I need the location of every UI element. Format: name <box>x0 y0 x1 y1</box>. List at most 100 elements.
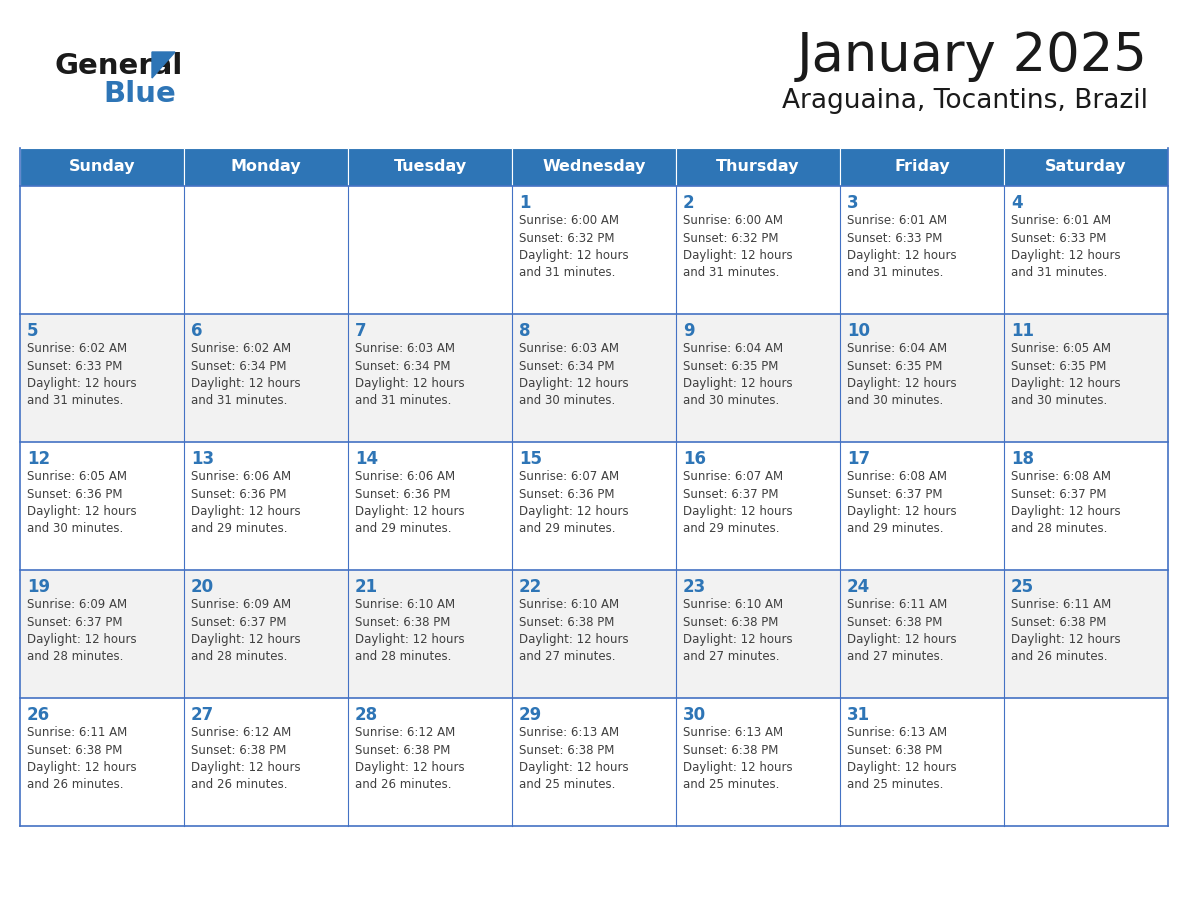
Text: 16: 16 <box>683 450 706 468</box>
Bar <box>184 570 348 698</box>
Bar <box>1004 186 1168 314</box>
Text: 29: 29 <box>519 706 542 724</box>
Text: 31: 31 <box>847 706 870 724</box>
Text: Sunrise: 6:10 AM
Sunset: 6:38 PM
Daylight: 12 hours
and 27 minutes.: Sunrise: 6:10 AM Sunset: 6:38 PM Dayligh… <box>519 598 628 664</box>
Text: 15: 15 <box>519 450 542 468</box>
Bar <box>840 148 1004 186</box>
Text: Sunday: Sunday <box>69 160 135 174</box>
Bar <box>512 570 676 698</box>
Bar <box>512 442 676 570</box>
Text: 3: 3 <box>847 194 859 212</box>
Text: Sunrise: 6:01 AM
Sunset: 6:33 PM
Daylight: 12 hours
and 31 minutes.: Sunrise: 6:01 AM Sunset: 6:33 PM Dayligh… <box>1011 214 1120 279</box>
Text: Sunrise: 6:08 AM
Sunset: 6:37 PM
Daylight: 12 hours
and 28 minutes.: Sunrise: 6:08 AM Sunset: 6:37 PM Dayligh… <box>1011 470 1120 535</box>
Bar <box>348 698 512 826</box>
Text: 6: 6 <box>191 322 202 340</box>
Bar <box>20 570 184 698</box>
Bar <box>348 314 512 442</box>
Text: Sunrise: 6:01 AM
Sunset: 6:33 PM
Daylight: 12 hours
and 31 minutes.: Sunrise: 6:01 AM Sunset: 6:33 PM Dayligh… <box>847 214 956 279</box>
Bar <box>676 148 840 186</box>
Bar <box>20 186 184 314</box>
Bar <box>676 186 840 314</box>
Bar <box>184 442 348 570</box>
Bar <box>348 186 512 314</box>
Text: 7: 7 <box>355 322 367 340</box>
Text: Sunrise: 6:05 AM
Sunset: 6:36 PM
Daylight: 12 hours
and 30 minutes.: Sunrise: 6:05 AM Sunset: 6:36 PM Dayligh… <box>27 470 137 535</box>
Text: 5: 5 <box>27 322 38 340</box>
Text: 8: 8 <box>519 322 531 340</box>
Bar <box>512 148 676 186</box>
Text: 28: 28 <box>355 706 378 724</box>
Bar <box>184 148 348 186</box>
Text: Sunrise: 6:13 AM
Sunset: 6:38 PM
Daylight: 12 hours
and 25 minutes.: Sunrise: 6:13 AM Sunset: 6:38 PM Dayligh… <box>847 726 956 791</box>
Text: Sunrise: 6:11 AM
Sunset: 6:38 PM
Daylight: 12 hours
and 26 minutes.: Sunrise: 6:11 AM Sunset: 6:38 PM Dayligh… <box>27 726 137 791</box>
Bar <box>1004 148 1168 186</box>
Text: 21: 21 <box>355 578 378 596</box>
Text: Sunrise: 6:07 AM
Sunset: 6:37 PM
Daylight: 12 hours
and 29 minutes.: Sunrise: 6:07 AM Sunset: 6:37 PM Dayligh… <box>683 470 792 535</box>
Bar <box>840 314 1004 442</box>
Text: Sunrise: 6:02 AM
Sunset: 6:33 PM
Daylight: 12 hours
and 31 minutes.: Sunrise: 6:02 AM Sunset: 6:33 PM Dayligh… <box>27 342 137 408</box>
Text: 30: 30 <box>683 706 706 724</box>
Text: 1: 1 <box>519 194 531 212</box>
Bar <box>840 570 1004 698</box>
Text: Sunrise: 6:03 AM
Sunset: 6:34 PM
Daylight: 12 hours
and 30 minutes.: Sunrise: 6:03 AM Sunset: 6:34 PM Dayligh… <box>519 342 628 408</box>
Text: 2: 2 <box>683 194 695 212</box>
Text: 18: 18 <box>1011 450 1034 468</box>
Text: Sunrise: 6:11 AM
Sunset: 6:38 PM
Daylight: 12 hours
and 26 minutes.: Sunrise: 6:11 AM Sunset: 6:38 PM Dayligh… <box>1011 598 1120 664</box>
Text: 14: 14 <box>355 450 378 468</box>
Bar <box>512 698 676 826</box>
Bar <box>20 314 184 442</box>
Text: Sunrise: 6:13 AM
Sunset: 6:38 PM
Daylight: 12 hours
and 25 minutes.: Sunrise: 6:13 AM Sunset: 6:38 PM Dayligh… <box>683 726 792 791</box>
Text: Sunrise: 6:10 AM
Sunset: 6:38 PM
Daylight: 12 hours
and 28 minutes.: Sunrise: 6:10 AM Sunset: 6:38 PM Dayligh… <box>355 598 465 664</box>
Text: 17: 17 <box>847 450 870 468</box>
Text: Sunrise: 6:13 AM
Sunset: 6:38 PM
Daylight: 12 hours
and 25 minutes.: Sunrise: 6:13 AM Sunset: 6:38 PM Dayligh… <box>519 726 628 791</box>
Text: Sunrise: 6:00 AM
Sunset: 6:32 PM
Daylight: 12 hours
and 31 minutes.: Sunrise: 6:00 AM Sunset: 6:32 PM Dayligh… <box>519 214 628 279</box>
Text: 27: 27 <box>191 706 214 724</box>
Text: 24: 24 <box>847 578 871 596</box>
Polygon shape <box>152 52 175 78</box>
Bar <box>348 442 512 570</box>
Text: 10: 10 <box>847 322 870 340</box>
Text: Araguaina, Tocantins, Brazil: Araguaina, Tocantins, Brazil <box>782 88 1148 114</box>
Text: 19: 19 <box>27 578 50 596</box>
Bar <box>184 314 348 442</box>
Text: Sunrise: 6:04 AM
Sunset: 6:35 PM
Daylight: 12 hours
and 30 minutes.: Sunrise: 6:04 AM Sunset: 6:35 PM Dayligh… <box>847 342 956 408</box>
Text: 20: 20 <box>191 578 214 596</box>
Text: Sunrise: 6:00 AM
Sunset: 6:32 PM
Daylight: 12 hours
and 31 minutes.: Sunrise: 6:00 AM Sunset: 6:32 PM Dayligh… <box>683 214 792 279</box>
Text: Wednesday: Wednesday <box>542 160 646 174</box>
Text: Sunrise: 6:04 AM
Sunset: 6:35 PM
Daylight: 12 hours
and 30 minutes.: Sunrise: 6:04 AM Sunset: 6:35 PM Dayligh… <box>683 342 792 408</box>
Bar <box>676 442 840 570</box>
Text: Blue: Blue <box>103 80 176 108</box>
Text: Tuesday: Tuesday <box>393 160 467 174</box>
Text: Sunrise: 6:08 AM
Sunset: 6:37 PM
Daylight: 12 hours
and 29 minutes.: Sunrise: 6:08 AM Sunset: 6:37 PM Dayligh… <box>847 470 956 535</box>
Bar <box>676 698 840 826</box>
Bar <box>840 186 1004 314</box>
Text: 12: 12 <box>27 450 50 468</box>
Text: Sunrise: 6:12 AM
Sunset: 6:38 PM
Daylight: 12 hours
and 26 minutes.: Sunrise: 6:12 AM Sunset: 6:38 PM Dayligh… <box>355 726 465 791</box>
Bar <box>348 148 512 186</box>
Text: 23: 23 <box>683 578 706 596</box>
Bar <box>348 570 512 698</box>
Bar <box>1004 314 1168 442</box>
Text: 22: 22 <box>519 578 542 596</box>
Text: Sunrise: 6:10 AM
Sunset: 6:38 PM
Daylight: 12 hours
and 27 minutes.: Sunrise: 6:10 AM Sunset: 6:38 PM Dayligh… <box>683 598 792 664</box>
Text: January 2025: January 2025 <box>797 30 1148 82</box>
Text: Monday: Monday <box>230 160 302 174</box>
Text: Sunrise: 6:11 AM
Sunset: 6:38 PM
Daylight: 12 hours
and 27 minutes.: Sunrise: 6:11 AM Sunset: 6:38 PM Dayligh… <box>847 598 956 664</box>
Text: Sunrise: 6:12 AM
Sunset: 6:38 PM
Daylight: 12 hours
and 26 minutes.: Sunrise: 6:12 AM Sunset: 6:38 PM Dayligh… <box>191 726 301 791</box>
Bar <box>512 186 676 314</box>
Text: 26: 26 <box>27 706 50 724</box>
Text: Sunrise: 6:05 AM
Sunset: 6:35 PM
Daylight: 12 hours
and 30 minutes.: Sunrise: 6:05 AM Sunset: 6:35 PM Dayligh… <box>1011 342 1120 408</box>
Text: Saturday: Saturday <box>1045 160 1126 174</box>
Text: Sunrise: 6:02 AM
Sunset: 6:34 PM
Daylight: 12 hours
and 31 minutes.: Sunrise: 6:02 AM Sunset: 6:34 PM Dayligh… <box>191 342 301 408</box>
Bar <box>676 314 840 442</box>
Text: Friday: Friday <box>895 160 950 174</box>
Text: Sunrise: 6:07 AM
Sunset: 6:36 PM
Daylight: 12 hours
and 29 minutes.: Sunrise: 6:07 AM Sunset: 6:36 PM Dayligh… <box>519 470 628 535</box>
Text: Sunrise: 6:09 AM
Sunset: 6:37 PM
Daylight: 12 hours
and 28 minutes.: Sunrise: 6:09 AM Sunset: 6:37 PM Dayligh… <box>191 598 301 664</box>
Text: 9: 9 <box>683 322 695 340</box>
Bar <box>184 186 348 314</box>
Text: Thursday: Thursday <box>716 160 800 174</box>
Bar <box>20 698 184 826</box>
Bar <box>1004 698 1168 826</box>
Bar <box>676 570 840 698</box>
Bar <box>20 442 184 570</box>
